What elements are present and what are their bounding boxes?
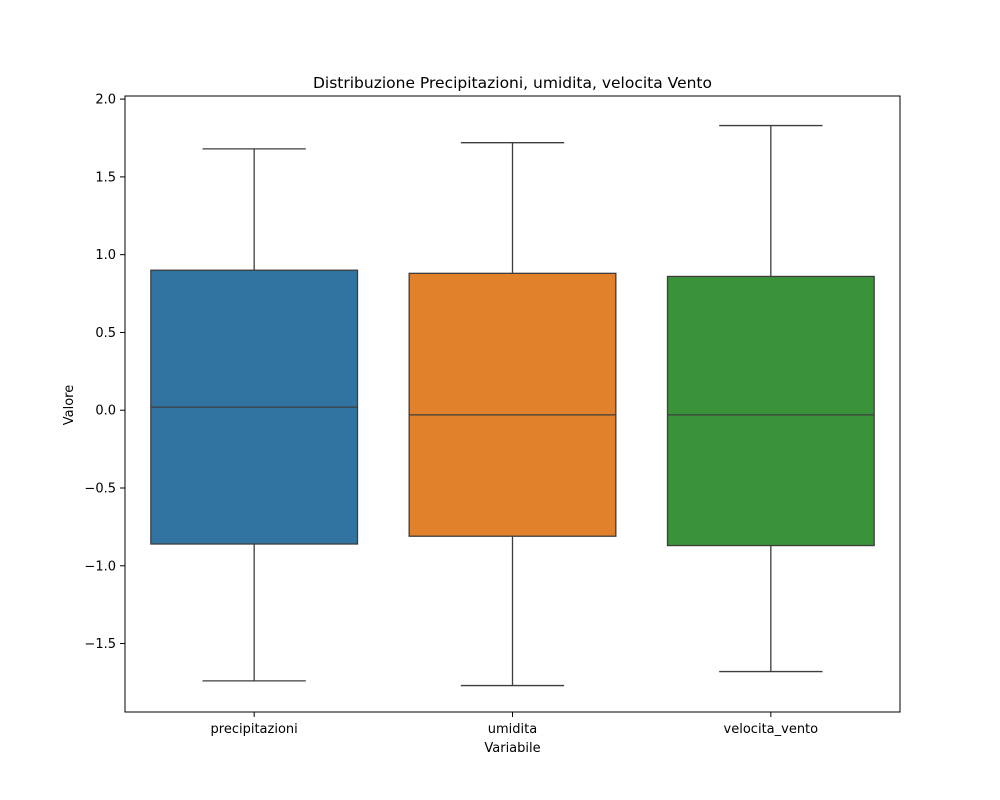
y-tick-label: 0.5	[95, 326, 116, 341]
y-tick-label: −1.0	[84, 559, 116, 574]
y-tick-label: 2.0	[95, 93, 116, 108]
x-tick-label: velocita_vento	[724, 722, 819, 737]
box-precipitazioni	[150, 148, 359, 682]
y-axis-label: Valore	[62, 385, 77, 425]
y-tick-label: −1.5	[84, 637, 116, 652]
y-axis: 2.0 1.5 1.0 0.5 0.0 −0.5 −1.0 −1.5	[84, 93, 125, 652]
x-tick-label: umidita	[488, 722, 537, 737]
box-iqr	[666, 275, 875, 547]
x-axis-label: Variabile	[484, 741, 540, 756]
y-tick-label: 0.0	[95, 404, 116, 419]
y-tick-label: −0.5	[84, 482, 116, 497]
box-velocita_vento	[666, 124, 875, 673]
x-tick-label: precipitazioni	[211, 722, 298, 737]
y-tick-label: 1.5	[95, 170, 116, 185]
chart-title: Distribuzione Precipitazioni, umidita, v…	[313, 74, 712, 92]
y-tick-label: 1.0	[95, 248, 116, 263]
box-iqr	[408, 272, 617, 537]
boxes-layer	[150, 124, 875, 687]
x-axis: precipitazioni umidita velocita_vento	[211, 712, 819, 737]
box-umidita	[408, 142, 617, 687]
